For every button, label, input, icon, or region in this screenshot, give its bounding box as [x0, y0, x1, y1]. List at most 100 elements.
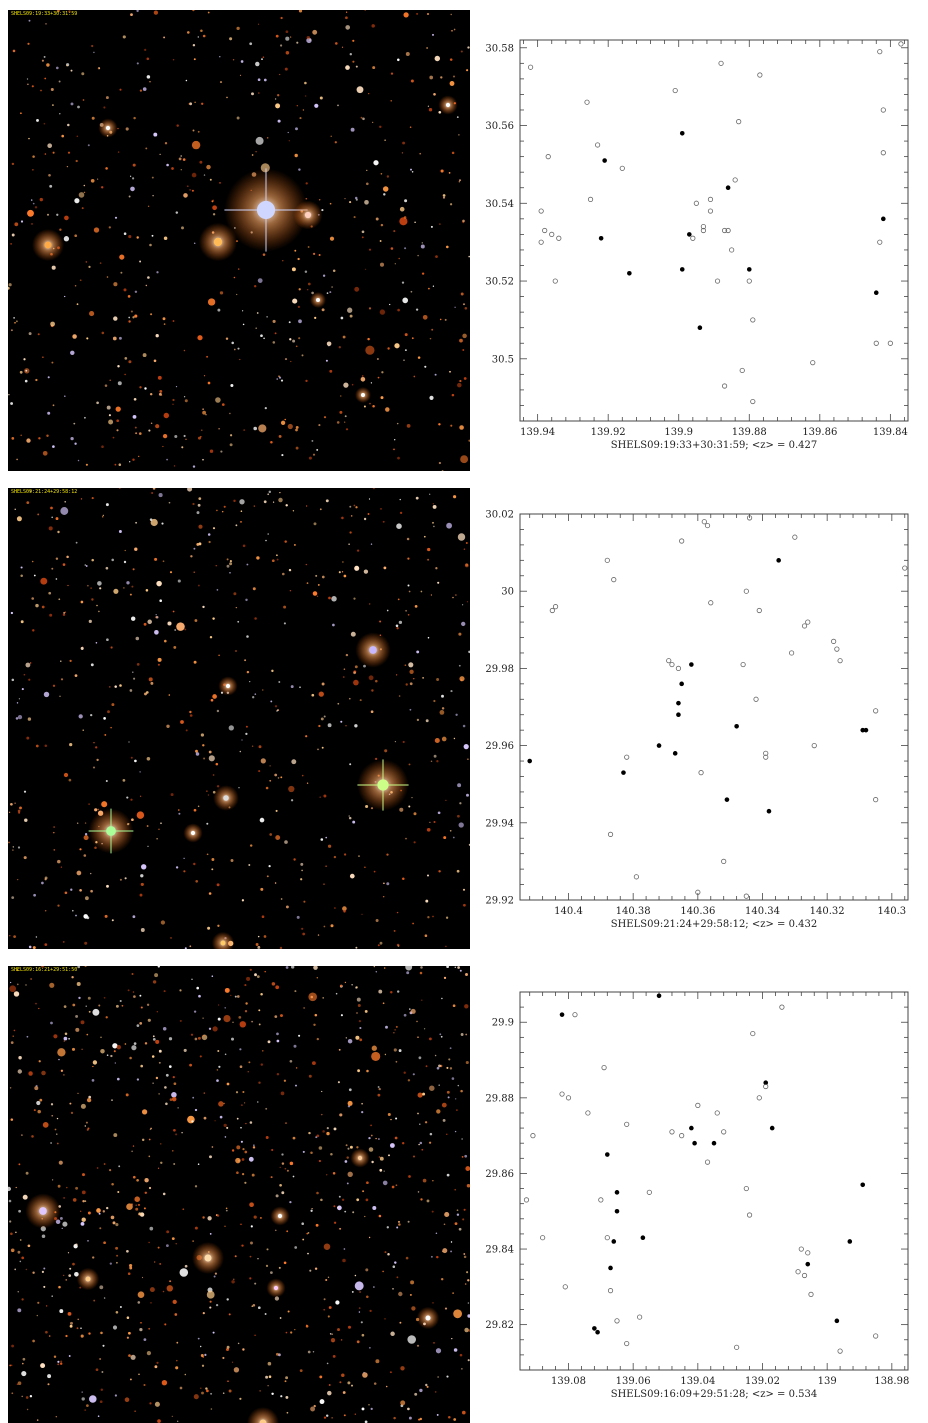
- star: [233, 499, 236, 503]
- star: [150, 313, 153, 316]
- star: [63, 1196, 66, 1199]
- star: [445, 799, 447, 802]
- star: [296, 915, 300, 919]
- star: [343, 1414, 346, 1417]
- star: [392, 1265, 396, 1268]
- star: [341, 516, 344, 520]
- star: [223, 1123, 227, 1128]
- star: [151, 492, 153, 494]
- star: [86, 1033, 89, 1036]
- star: [75, 1027, 80, 1032]
- star: [231, 1037, 234, 1041]
- filled-point: [763, 1080, 769, 1086]
- star: [361, 1407, 365, 1411]
- star: [160, 920, 166, 925]
- star: [184, 1264, 188, 1268]
- star: [220, 450, 223, 453]
- bright-source: [225, 683, 231, 689]
- star: [368, 1147, 374, 1152]
- star: [323, 1308, 326, 1311]
- open-point: [646, 1189, 652, 1195]
- star: [424, 1121, 428, 1124]
- star: [80, 1020, 85, 1025]
- star: [458, 134, 460, 136]
- star: [307, 282, 311, 286]
- star: [310, 1151, 313, 1155]
- star: [369, 1347, 371, 1349]
- star: [154, 1261, 156, 1263]
- star: [202, 410, 207, 415]
- star: [345, 25, 351, 30]
- star: [395, 624, 399, 628]
- star: [79, 279, 82, 282]
- star: [221, 403, 225, 406]
- star: [267, 1040, 271, 1044]
- star: [109, 1262, 112, 1265]
- star: [307, 1350, 311, 1354]
- star: [235, 1091, 239, 1094]
- star: [353, 671, 356, 675]
- star: [131, 1150, 133, 1153]
- star: [164, 1086, 167, 1089]
- star: [226, 558, 229, 561]
- star: [222, 1392, 225, 1394]
- star: [57, 530, 60, 534]
- star: [281, 1191, 285, 1195]
- star: [462, 349, 465, 351]
- star: [436, 760, 439, 763]
- star: [351, 984, 353, 986]
- star: [367, 513, 370, 515]
- star: [332, 269, 336, 273]
- star: [83, 835, 89, 841]
- star: [41, 966, 44, 968]
- filled-point: [605, 1152, 610, 1157]
- open-point: [669, 1129, 675, 1135]
- star: [409, 669, 414, 674]
- star: [457, 533, 466, 541]
- star: [407, 1407, 410, 1411]
- star: [139, 771, 141, 773]
- open-point: [669, 661, 675, 668]
- star: [285, 966, 289, 969]
- star: [246, 635, 249, 638]
- star: [305, 182, 308, 185]
- star: [363, 1371, 365, 1374]
- star: [139, 260, 142, 263]
- star: [269, 833, 273, 836]
- star: [274, 1015, 278, 1018]
- star: [305, 563, 307, 566]
- star: [330, 924, 334, 928]
- star: [345, 65, 350, 70]
- star: [345, 725, 347, 727]
- star: [386, 853, 389, 856]
- star: [53, 1355, 57, 1359]
- star: [85, 1121, 88, 1124]
- star: [279, 1166, 281, 1169]
- star: [311, 291, 314, 295]
- star: [57, 1363, 60, 1366]
- star: [249, 680, 251, 683]
- star: [180, 720, 184, 724]
- star: [11, 1364, 13, 1366]
- star: [240, 1126, 242, 1129]
- star: [375, 1359, 380, 1364]
- star: [460, 50, 463, 53]
- star: [294, 1246, 298, 1249]
- star: [398, 1291, 403, 1297]
- star: [280, 1091, 285, 1096]
- star: [168, 1065, 172, 1068]
- filled-point: [766, 808, 772, 814]
- star: [347, 1038, 353, 1044]
- star: [107, 710, 110, 714]
- star: [436, 678, 440, 681]
- star: [116, 419, 120, 423]
- star: [30, 978, 32, 980]
- open-point: [714, 278, 721, 284]
- star: [343, 1248, 346, 1250]
- star: [59, 695, 61, 697]
- star: [441, 469, 444, 471]
- star: [213, 1275, 216, 1278]
- star: [70, 350, 75, 356]
- star: [289, 1161, 294, 1166]
- star: [385, 1385, 388, 1388]
